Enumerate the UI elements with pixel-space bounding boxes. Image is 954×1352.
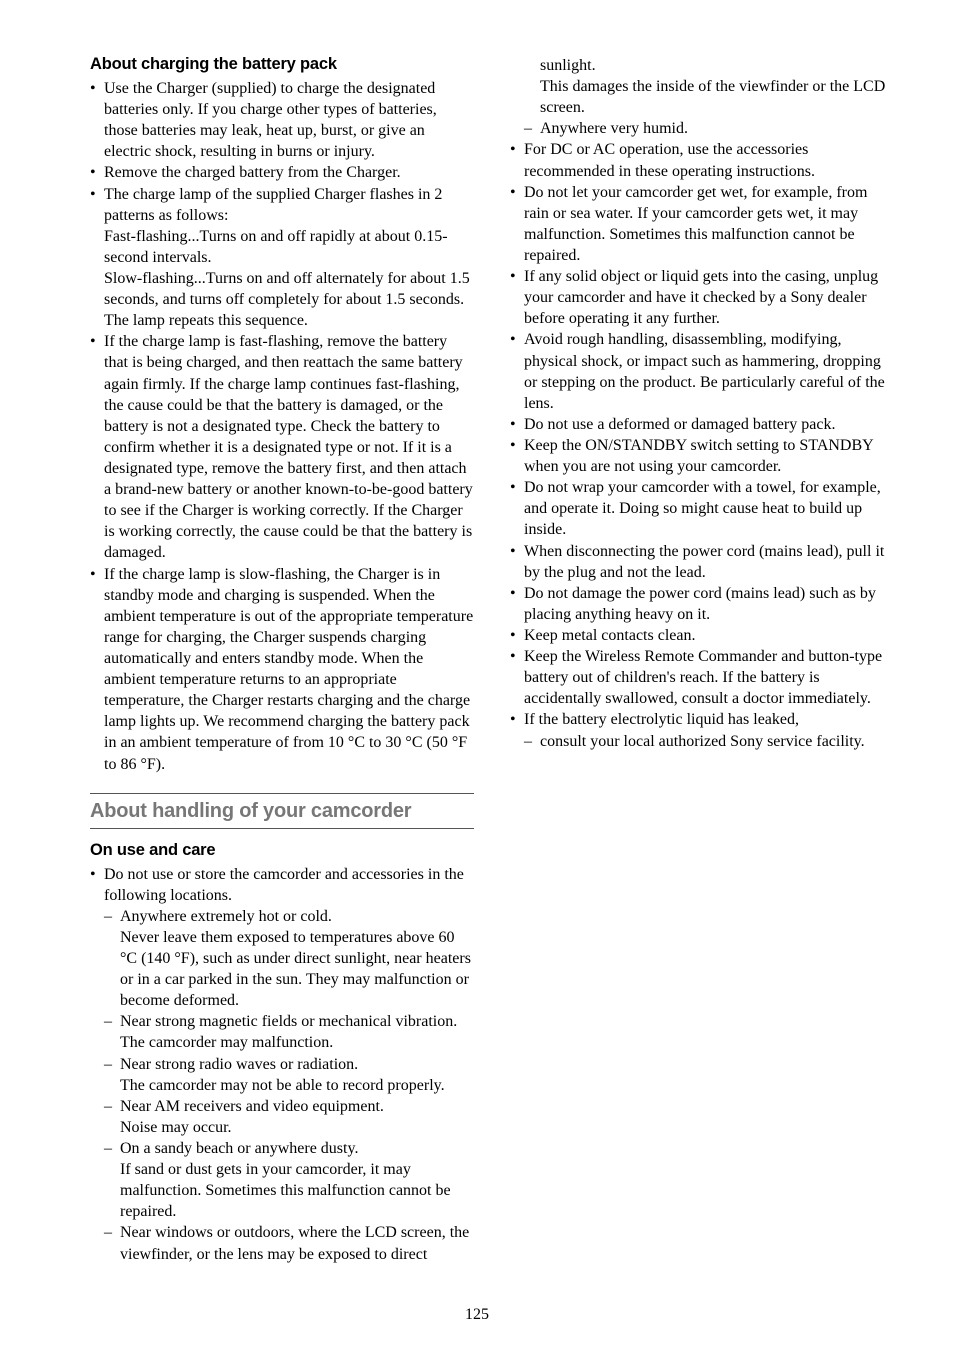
list-item: For DC or AC operation, use the accessor… — [510, 139, 894, 181]
list-item: If any solid object or liquid gets into … — [510, 266, 894, 329]
list-item: Keep the ON/STANDBY switch setting to ST… — [510, 435, 894, 477]
list-item: The charge lamp of the supplied Charger … — [90, 184, 474, 332]
heading-onuse: On use and care — [90, 841, 474, 860]
list-item: Keep the Wireless Remote Commander and b… — [510, 646, 894, 709]
sub-item: Anywhere extremely hot or cold. Never le… — [104, 906, 474, 1012]
page: About charging the battery pack Use the … — [0, 0, 954, 1352]
list-item: Do not use a deformed or damaged battery… — [510, 414, 894, 435]
charging-list: Use the Charger (supplied) to charge the… — [90, 78, 474, 775]
list-item: Use the Charger (supplied) to charge the… — [90, 78, 474, 162]
sub-item: consult your local authorized Sony servi… — [524, 731, 894, 752]
list-item: Remove the charged battery from the Char… — [90, 162, 474, 183]
sub-item: Near strong magnetic fields or mechanica… — [104, 1011, 474, 1053]
sub-item: On a sandy beach or anywhere dusty. If s… — [104, 1138, 474, 1222]
heading-charging: About charging the battery pack — [90, 55, 474, 74]
list-item: Do not wrap your camcorder with a towel,… — [510, 477, 894, 540]
list-item-text: Do not use or store the camcorder and ac… — [104, 866, 464, 904]
sub-item: Near strong radio waves or radiation. Th… — [104, 1054, 474, 1096]
two-column-layout: About charging the battery pack Use the … — [90, 55, 894, 1270]
heading-handling: About handling of your camcorder — [90, 793, 474, 829]
list-item: Do not let your camcorder get wet, for e… — [510, 182, 894, 266]
list-item: If the charge lamp is fast-flashing, rem… — [90, 331, 474, 563]
list-item: Avoid rough handling, disassembling, mod… — [510, 329, 894, 413]
page-number: 125 — [0, 1306, 954, 1324]
leak-sublist: consult your local authorized Sony servi… — [524, 731, 894, 752]
list-item: Do not damage the power cord (mains lead… — [510, 583, 894, 625]
list-item-text: If the battery electrolytic liquid has l… — [524, 711, 799, 728]
list-item: Keep metal contacts clean. — [510, 625, 894, 646]
sub-item: Near AM receivers and video equipment. N… — [104, 1096, 474, 1138]
sub-item: Anywhere very humid. — [524, 118, 894, 139]
list-item: If the charge lamp is slow-flashing, the… — [90, 564, 474, 775]
list-item: When disconnecting the power cord (mains… — [510, 541, 894, 583]
list-item: If the battery electrolytic liquid has l… — [510, 709, 894, 751]
